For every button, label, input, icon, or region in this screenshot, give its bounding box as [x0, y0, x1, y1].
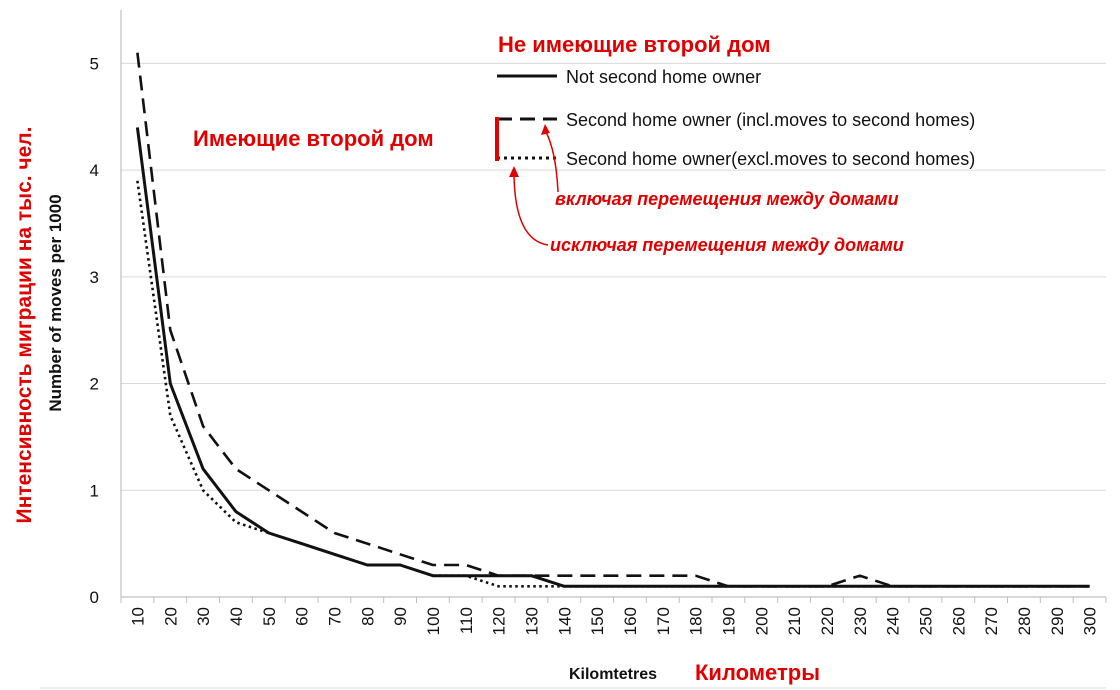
legend: Not second home owner Second home owner … [497, 67, 975, 169]
x-tick-label: 270 [982, 607, 1001, 635]
x-tick-label: 240 [884, 607, 903, 635]
x-tick-label: 190 [719, 607, 738, 635]
x-tick-label: 70 [325, 607, 344, 626]
x-tick-labels: 10 20 30 40 50 60 70 80 90 100 110 120 130 140 150 160 1… [120, 597, 1107, 635]
x-tick-label: 210 [785, 607, 804, 635]
legend-label-incl: Second home owner (incl.moves to second … [566, 110, 975, 130]
x-tick-label: 100 [424, 607, 443, 635]
x-tick-label: 60 [293, 607, 312, 626]
x-tick-label: 250 [916, 607, 935, 635]
y-tick-label: 4 [90, 161, 99, 180]
legend-label-not-second-home: Not second home owner [566, 67, 761, 87]
x-tick-label: 30 [194, 607, 213, 626]
y-tick-label: 5 [90, 54, 99, 73]
x-tick-label: 110 [457, 607, 476, 634]
gridlines [121, 62, 1106, 491]
x-tick-label: 290 [1048, 607, 1067, 635]
x-tick-label: 40 [227, 607, 246, 626]
x-tick-label: 160 [621, 607, 640, 635]
legend-label-excl: Second home owner(excl.moves to second h… [566, 149, 975, 169]
annotation-arrow-excl [513, 174, 549, 246]
annotation-arrowhead-incl [541, 124, 550, 135]
x-tick-label: 180 [687, 607, 706, 635]
x-tick-label: 300 [1081, 607, 1100, 635]
x-tick-label: 90 [391, 607, 410, 626]
x-tick-label: 220 [818, 607, 837, 635]
annotation-not-second-home: Не имеющие второй дом [498, 32, 771, 57]
x-tick-label: 170 [654, 607, 673, 635]
x-tick-label: 130 [522, 607, 541, 635]
annotation-arrowhead-excl [509, 166, 519, 177]
x-tick-label: 230 [851, 607, 870, 635]
y-axis-title-ru: Интенсивность миграции на тыс. чел. [13, 127, 36, 524]
y-axis-title: Number of moves per 1000 [46, 194, 65, 411]
x-axis-title: Kilomtetres [569, 666, 657, 683]
y-tick-label: 0 [90, 588, 99, 607]
x-tick-label: 120 [490, 607, 509, 635]
x-tick-label: 50 [260, 607, 279, 626]
x-tick-label: 150 [588, 607, 607, 635]
x-tick-label: 10 [128, 607, 147, 626]
annotation-arrow-incl [544, 129, 559, 193]
x-tick-label: 140 [555, 607, 574, 635]
annotation-excl: исключая перемещения между домами [550, 235, 904, 255]
annotation-second-home: Имеющие второй дом [193, 126, 434, 151]
x-tick-label: 260 [949, 607, 968, 635]
y-tick-labels: 0 1 2 3 4 5 [90, 54, 99, 607]
x-tick-label: 200 [752, 607, 771, 635]
x-axis-title-ru: Километры [695, 660, 820, 685]
y-tick-label: 3 [90, 268, 99, 287]
x-tick-label: 280 [1015, 607, 1034, 635]
annotations: Не имеющие второй дом Имеющие второй дом… [193, 32, 904, 255]
x-tick-label: 80 [358, 607, 377, 626]
annotation-incl: включая перемещения между домами [555, 189, 899, 209]
y-tick-label: 1 [90, 481, 99, 500]
series-line-dotted [136, 180, 1090, 588]
y-tick-label: 2 [90, 375, 99, 394]
series-lines [135, 52, 1090, 588]
x-tick-label: 20 [161, 607, 180, 626]
